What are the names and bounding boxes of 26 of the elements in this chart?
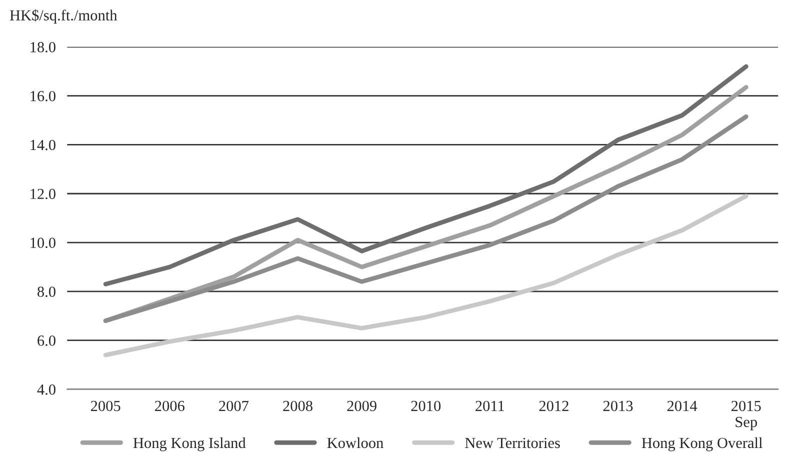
y-tick-label: 10.0: [30, 238, 56, 248]
legend-label: Hong Kong Island: [133, 437, 246, 452]
line-series: [103, 64, 748, 286]
x-tick-label: 2009: [347, 400, 376, 412]
y-tick-label: 12.0: [30, 188, 56, 200]
y-tick-label: 18.0: [30, 42, 56, 52]
y-tick-label: 14.0: [30, 140, 56, 150]
x-tick-label: 2015 Sep: [732, 400, 761, 430]
x-tick-label: 2010: [411, 400, 441, 412]
y-tick-label: 8.0: [38, 286, 56, 297]
legend-label: New Territories: [465, 438, 560, 448]
y-tick-label: 16.0: [30, 90, 56, 102]
line-series: [103, 194, 748, 358]
x-tick-label: 2014: [667, 400, 698, 412]
x-tick-label: 2005: [90, 400, 120, 412]
y-tick-label: 4.0: [37, 384, 56, 395]
legend-label: Kowloon: [327, 437, 384, 448]
x-tick-label: 2006: [155, 400, 184, 412]
x-tick-label: 2012: [539, 400, 568, 412]
y-axis-title: HK$/sq.ft./month: [10, 9, 118, 24]
x-tick-label: 2007: [219, 400, 249, 412]
x-tick-label: 2011: [476, 400, 504, 412]
x-tick-label: 2008: [283, 400, 312, 412]
y-tick-label: 6.0: [38, 336, 56, 346]
x-tick-label: 2013: [603, 400, 633, 412]
legend-label: Hong Kong Overall: [642, 437, 762, 452]
